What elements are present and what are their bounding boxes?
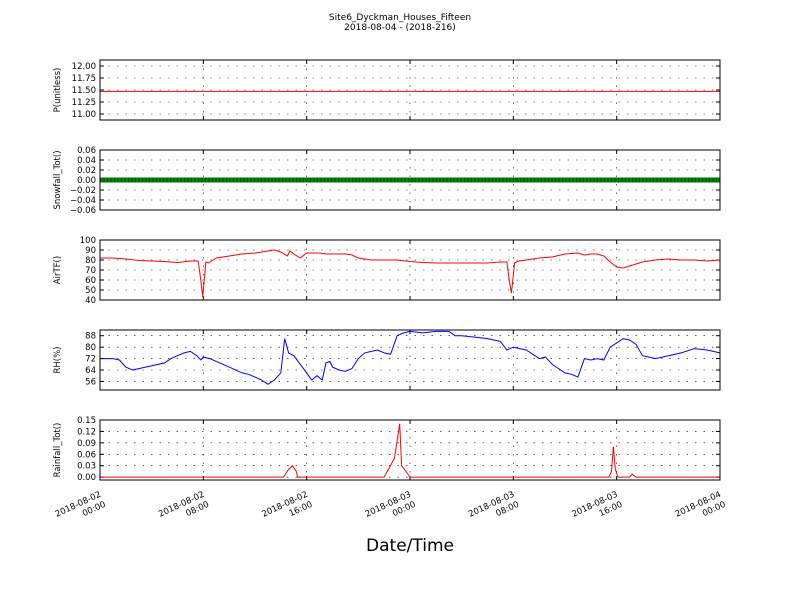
y-tick-label: −0.04 [70,196,96,206]
panel-1: 12.00 11.75 11.50 11.25 11.00 P(unitless) [53,59,721,121]
y-tick-label: 0.09 [77,439,96,449]
y-tick-label: 0.00 [77,473,96,483]
series-line [100,330,721,385]
y-tick-label: 88 [85,332,96,342]
y-tick-label: 64 [85,366,96,376]
y-tick-label: 11.75 [72,74,96,84]
panel-2: 0.060.040.020.00−0.02−0.04−0.06 Snowfall_… [53,146,721,216]
y-axis-label: Rainfall_Tot() [53,423,63,478]
y-tick-label: 0.04 [77,156,96,166]
y-tick-label: 0.06 [77,450,96,460]
series-line [100,423,720,478]
y-axis-label: Snowfall_Tot() [53,150,63,209]
panel-frame [99,59,721,121]
y-tick-label: 40 [85,296,96,306]
chart-subtitle: 2018-08-04 - (2018-216) [344,23,456,33]
y-tick-label: 70 [85,266,96,276]
y-tick-label: 0.02 [77,166,96,176]
y-axis-label: AirTF() [53,256,63,284]
y-tick-label: 0.12 [77,427,96,437]
y-tick-label: −0.06 [70,206,96,216]
y-tick-label: 56 [85,377,96,387]
y-tick-label: 11.50 [72,86,96,96]
y-tick-label: 12.00 [72,62,96,72]
y-tick-label: 90 [85,246,96,256]
y-tick-label: 0.06 [77,146,96,156]
panel-frame [99,239,721,301]
chart-title: Site6_Dyckman_Houses_Fifteen [329,13,471,23]
y-tick-label: 100 [80,236,96,246]
y-axis-label: RH(%) [53,346,63,373]
y-tick-label: 0.00 [77,176,96,186]
chart-panels: 12.00 11.75 11.50 11.25 11.00 P(unitless) 0.06… [53,59,728,520]
y-tick-label: 80 [85,343,96,353]
y-tick-label: 50 [85,286,96,296]
panel-frame [99,419,721,481]
y-tick-label: 11.00 [72,110,96,120]
x-axis-label: Date/Time [366,536,454,556]
panel-frame [99,329,721,391]
y-tick-label: 0.15 [77,416,96,426]
panel-5: 0.150.12 0.090.06 0.030.00 Rainfall_Tot() [53,416,721,483]
y-axis-label: P(unitless) [53,68,63,113]
y-tick-label: 72 [85,355,96,365]
series-line [100,249,721,298]
y-tick-label: −0.02 [70,186,96,196]
y-tick-label: 11.25 [72,98,96,108]
y-tick-label: 80 [85,256,96,266]
y-tick-label: 60 [85,276,96,286]
y-tick-label: 0.03 [77,462,96,472]
panel-frame [99,149,721,211]
